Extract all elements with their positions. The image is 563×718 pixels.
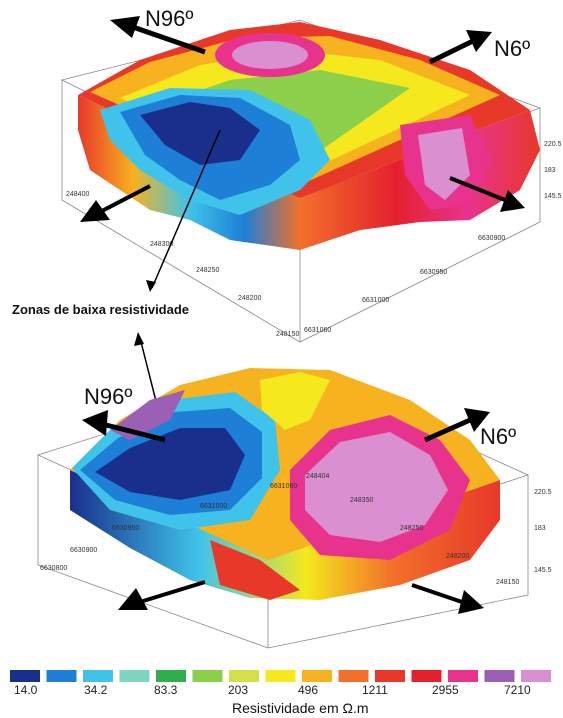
- legend-swatch: [521, 670, 551, 682]
- legend-swatch: [119, 670, 150, 682]
- resistivity-legend: 14.0 34.2 83.3 203 496 1211 2955 7210 Re…: [10, 670, 551, 716]
- legend-swatch: [265, 670, 296, 682]
- legend-tick-labels: 14.0 34.2 83.3 203 496 1211 2955 7210: [14, 683, 531, 697]
- top-tick-front: 248300: [150, 241, 173, 248]
- bottom-tick-mid: 248350: [350, 497, 373, 504]
- bottom-side-face: [70, 470, 500, 600]
- legend-tick-label: 34.2: [84, 683, 108, 697]
- top-arrow-left-side: [80, 184, 151, 222]
- bottom-arrow-right-side: [411, 583, 484, 614]
- top-label-n6: N6º: [494, 36, 530, 61]
- top-tick-vertical: 220.5: [544, 141, 562, 148]
- top-tick-side: 6631000: [362, 297, 389, 304]
- bottom-tick-left: 6630900: [70, 547, 97, 554]
- legend-swatch: [338, 670, 369, 682]
- legend-swatch: [192, 670, 223, 682]
- top-tick-front: 248200: [238, 295, 261, 302]
- top-arrow-n96: [110, 16, 206, 55]
- legend-swatch: [10, 670, 40, 682]
- top-tick-front: 248250: [196, 267, 219, 274]
- bottom-tick-left: 6630800: [40, 565, 67, 572]
- legend-tick-label: 83.3: [154, 683, 178, 697]
- bottom-arrow-left-side: [118, 580, 206, 610]
- legend-tick-label: 203: [228, 683, 248, 697]
- bottom-tick-left: 6630950: [112, 525, 139, 532]
- top-tick-side: 6630900: [478, 235, 505, 242]
- legend-swatch: [229, 670, 259, 682]
- legend-swatch: [83, 670, 113, 682]
- top-tick-vertical: 183: [544, 167, 556, 174]
- legend-tick-label: 2955: [432, 683, 459, 697]
- legend-swatch: [375, 670, 405, 682]
- top-tick-front: 248400: [66, 191, 89, 198]
- top-arrow-right-side: [449, 176, 525, 212]
- legend-swatch: [46, 670, 77, 682]
- top-tick-front: 248150: [276, 331, 299, 338]
- bottom-label-n6: N6º: [480, 424, 516, 449]
- top-block: N96º N6º 248400 248300 248250 248200 248…: [60, 6, 562, 343]
- top-arrow-n6: [428, 30, 492, 65]
- top-tick-side: 6631060: [304, 327, 331, 334]
- legend-swatches: [10, 670, 551, 682]
- top-label-n96: N96º: [145, 6, 193, 31]
- bottom-tick-vertical: 220.5: [534, 489, 552, 496]
- bottom-tick-left: 6631060: [270, 483, 297, 490]
- legend-title: Resistividade em Ω.m: [232, 700, 369, 716]
- annotation-low-resistivity: Zonas de baixa resistividade: [12, 302, 189, 317]
- bottom-tick-left: 6631000: [200, 503, 227, 510]
- legend-tick-label: 14.0: [14, 683, 38, 697]
- legend-tick-label: 1211: [362, 683, 388, 697]
- legend-swatch: [484, 670, 515, 682]
- legend-tick-label: 7210: [504, 683, 531, 697]
- bottom-block: N96º N6º 6630800 6630900 6630950 6631000…: [36, 368, 552, 649]
- legend-swatch: [156, 670, 186, 682]
- bottom-tick-vertical: 145.5: [534, 567, 552, 574]
- bottom-arrow-n6: [423, 408, 490, 443]
- bottom-tick-right: 248150: [496, 579, 519, 586]
- bottom-tick-mid: 248404: [306, 473, 329, 480]
- bottom-label-n96: N96º: [84, 384, 132, 409]
- bottom-tick-right: 248250: [400, 525, 423, 532]
- bottom-tick-vertical: 183: [534, 525, 546, 532]
- legend-swatch: [411, 670, 442, 682]
- bottom-arrow-n96: [82, 410, 166, 443]
- top-tick-side: 6630950: [420, 269, 447, 276]
- legend-tick-label: 496: [298, 683, 318, 697]
- legend-swatch: [448, 670, 478, 682]
- legend-swatch: [302, 670, 332, 682]
- top-tick-vertical: 145.5: [544, 193, 562, 200]
- bottom-tick-right: 248200: [446, 553, 469, 560]
